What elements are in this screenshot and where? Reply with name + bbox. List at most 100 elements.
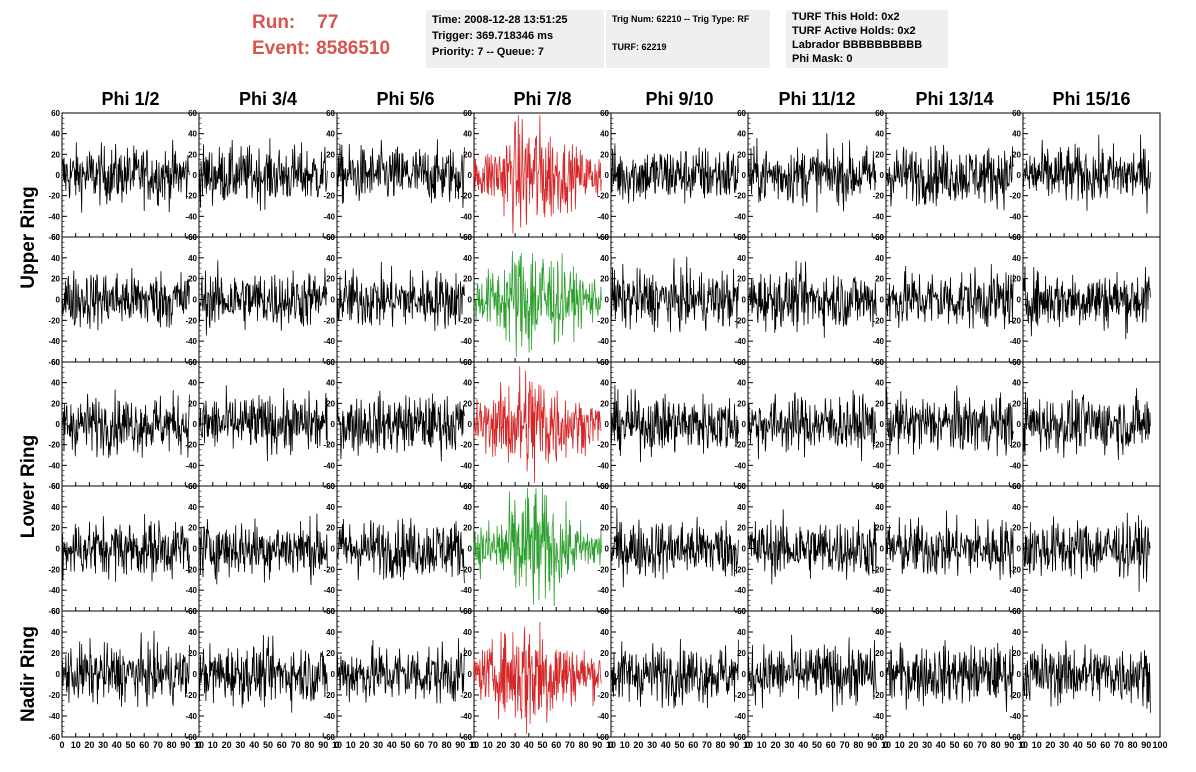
y-tick-label: 0 <box>56 171 61 180</box>
y-tick-label: -60 <box>323 733 335 742</box>
x-tick-label: 0 <box>608 740 613 750</box>
x-tick-label: 10 <box>1018 740 1028 750</box>
waveform-trace <box>747 390 877 462</box>
waveform-trace <box>336 518 465 584</box>
x-tick-label: 90 <box>1141 740 1151 750</box>
y-tick-label: 20 <box>600 399 609 408</box>
y-tick-label: 60 <box>737 109 746 118</box>
x-tick-label: 70 <box>1114 740 1124 750</box>
y-tick-label: 20 <box>188 399 197 408</box>
x-tick-label: 80 <box>716 740 726 750</box>
x-tick-label: 80 <box>1128 740 1138 750</box>
y-tick-label: 60 <box>326 607 335 616</box>
y-tick-label: -20 <box>185 691 197 700</box>
y-tick-label: 20 <box>600 150 609 159</box>
x-tick-label: 20 <box>771 740 781 750</box>
y-tick-label: 0 <box>880 420 885 429</box>
y-tick-label: -20 <box>597 565 609 574</box>
x-tick-label: 20 <box>908 740 918 750</box>
y-tick-label: 40 <box>1012 379 1021 388</box>
y-tick-label: 20 <box>51 524 60 533</box>
trigger-line: Trigger: 369.718346 ms <box>432 30 554 42</box>
y-tick-label: -40 <box>48 461 60 470</box>
y-tick-label: 60 <box>463 109 472 118</box>
y-tick-label: -20 <box>734 192 746 201</box>
y-tick-label: -20 <box>460 192 472 201</box>
x-tick-label: 90 <box>455 740 465 750</box>
x-tick-label: 100 <box>1152 740 1167 750</box>
y-tick-label: 60 <box>51 233 60 242</box>
y-tick-label: 40 <box>463 254 472 263</box>
y-tick-label: 0 <box>880 171 885 180</box>
waveform-trace <box>885 640 1014 713</box>
waveform-trace <box>885 510 1014 581</box>
waveform-trace <box>473 621 602 734</box>
x-tick-label: 90 <box>592 740 602 750</box>
y-tick-label: -40 <box>597 712 609 721</box>
y-tick-label: -20 <box>872 441 884 450</box>
y-tick-label: 40 <box>326 379 335 388</box>
y-tick-label: 20 <box>51 150 60 159</box>
waveform-trace <box>747 634 877 712</box>
y-tick-label: 0 <box>468 545 473 554</box>
x-tick-label: 10 <box>620 740 630 750</box>
turf-line: TURF: 62219 <box>612 42 667 52</box>
y-tick-label: -20 <box>872 691 884 700</box>
y-tick-label: -40 <box>185 337 197 346</box>
y-tick-label: -40 <box>597 586 609 595</box>
x-tick-label: 20 <box>222 740 232 750</box>
y-tick-label: 60 <box>326 233 335 242</box>
x-tick-label: 40 <box>936 740 946 750</box>
y-tick-label: 60 <box>737 482 746 491</box>
waveform-trace <box>199 634 328 713</box>
waveform-trace <box>610 256 739 333</box>
y-tick-label: 40 <box>737 628 746 637</box>
y-tick-label: 20 <box>326 524 335 533</box>
y-tick-label: -40 <box>323 712 335 721</box>
y-tick-label: -20 <box>1009 316 1021 325</box>
x-tick-label: 60 <box>551 740 561 750</box>
y-tick-label: -60 <box>460 733 472 742</box>
waveform-trace <box>1022 512 1151 592</box>
y-tick-label: -60 <box>1009 733 1021 742</box>
y-tick-label: 20 <box>326 150 335 159</box>
y-tick-label: 60 <box>463 482 472 491</box>
y-tick-label: 0 <box>331 670 336 679</box>
run-value: 77 <box>317 12 339 33</box>
x-tick-label: 10 <box>208 740 218 750</box>
y-tick-label: -40 <box>48 337 60 346</box>
y-tick-label: 20 <box>600 275 609 284</box>
y-tick-label: 40 <box>600 379 609 388</box>
x-tick-label: 10 <box>194 740 204 750</box>
x-tick-label: 60 <box>963 740 973 750</box>
y-tick-label: 40 <box>737 254 746 263</box>
y-tick-label: 40 <box>463 130 472 139</box>
y-tick-label: 20 <box>326 399 335 408</box>
waveform-trace <box>1022 134 1151 214</box>
waveform-trace <box>1022 388 1151 460</box>
x-tick-label: 40 <box>112 740 122 750</box>
y-tick-label: 20 <box>463 649 472 658</box>
waveform-trace <box>1022 640 1151 713</box>
x-tick-label: 50 <box>674 740 684 750</box>
x-tick-label: 10 <box>332 740 342 750</box>
y-tick-label: -20 <box>48 691 60 700</box>
x-tick-label: 60 <box>414 740 424 750</box>
y-tick-label: 40 <box>600 503 609 512</box>
waveform-trace <box>198 513 328 586</box>
y-tick-label: 40 <box>737 379 746 388</box>
y-tick-label: 40 <box>600 254 609 263</box>
y-tick-label: -40 <box>460 461 472 470</box>
y-tick-label: -20 <box>185 316 197 325</box>
y-tick-label: -40 <box>460 586 472 595</box>
y-tick-label: -40 <box>48 212 60 221</box>
waveform-trace <box>198 385 328 462</box>
column-header: Phi 3/4 <box>239 89 297 109</box>
turf-hold-line: TURF This Hold: 0x2 <box>792 11 900 23</box>
y-tick-label: 0 <box>605 171 610 180</box>
